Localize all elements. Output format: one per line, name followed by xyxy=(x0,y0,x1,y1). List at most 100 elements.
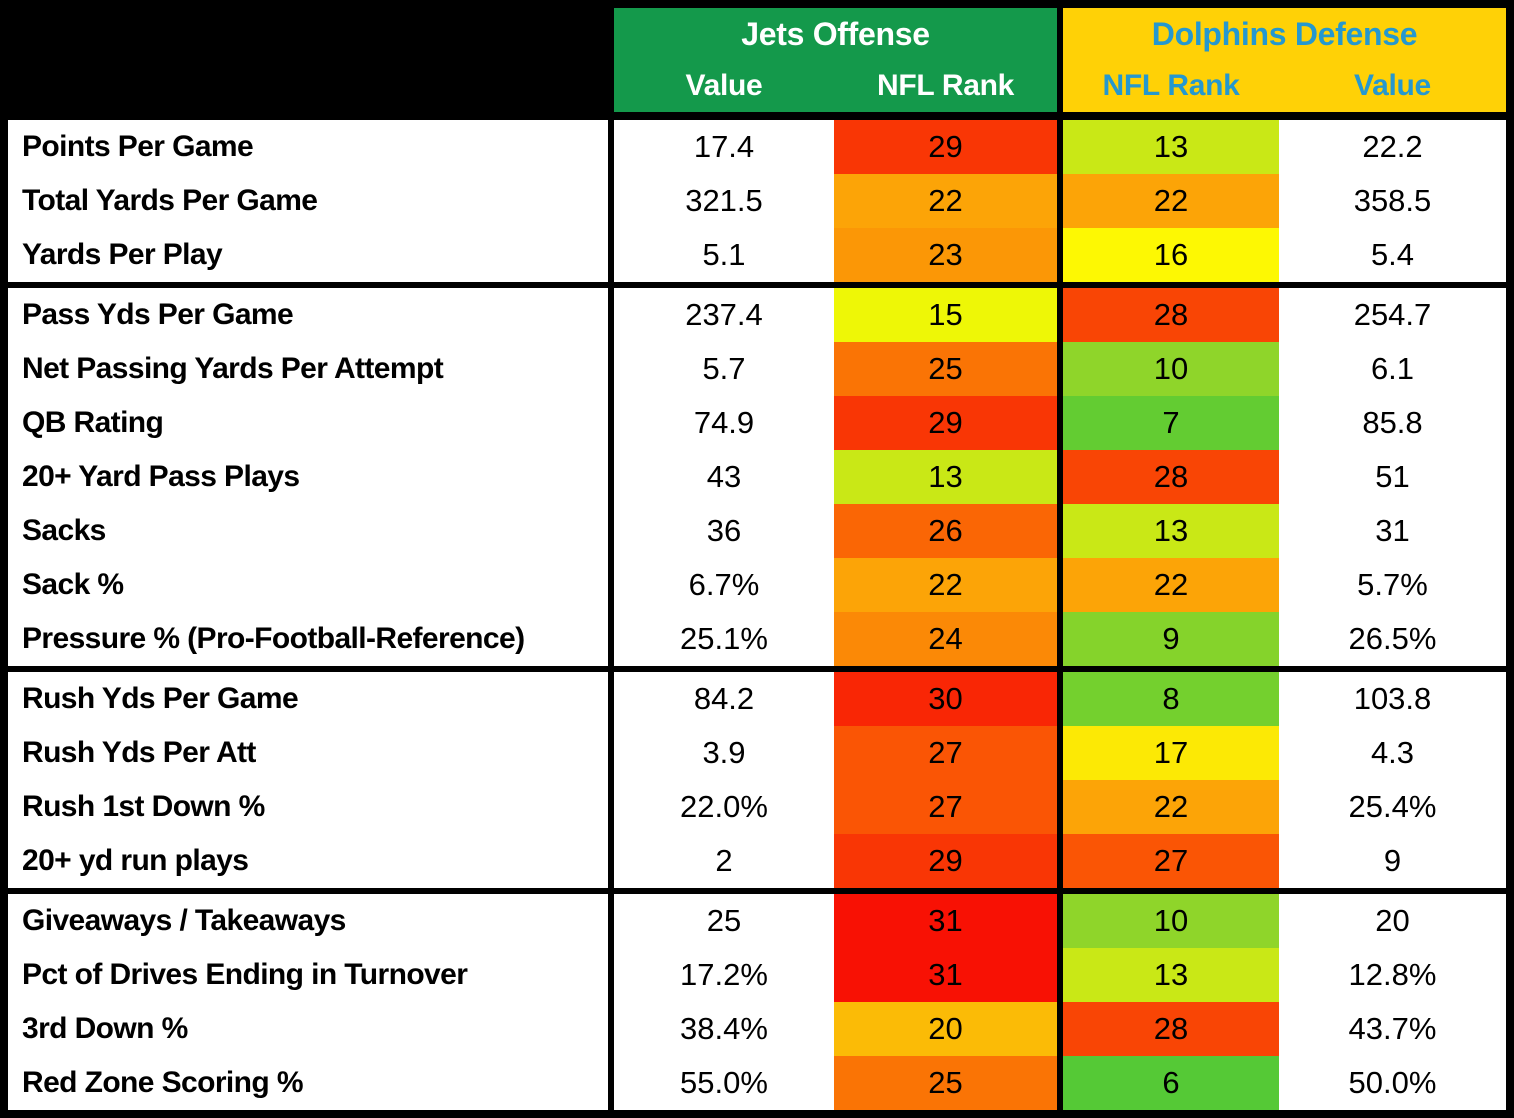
jets-value: 6.7% xyxy=(688,567,760,602)
stat-group: Points Per Game 17.4 29 13 22.2 Total Ya… xyxy=(8,120,1506,282)
column-divider xyxy=(608,120,614,174)
jets-value: 43 xyxy=(706,459,742,494)
column-divider xyxy=(608,894,614,948)
dolphins-subheader: NFL Rank Value xyxy=(1063,60,1506,112)
jets-value: 237.4 xyxy=(685,297,763,332)
stat-label: 20+ yd run plays xyxy=(22,844,249,877)
dolphins-value: 26.5% xyxy=(1348,621,1437,656)
stat-group: Rush Yds Per Game 84.2 30 8 103.8 Rush Y… xyxy=(8,672,1506,888)
dolphins-value: 22.2 xyxy=(1362,129,1423,164)
table-row: Total Yards Per Game 321.5 22 22 358.5 xyxy=(8,174,1506,228)
table-body: Points Per Game 17.4 29 13 22.2 Total Ya… xyxy=(8,120,1506,1110)
column-divider xyxy=(1057,612,1063,666)
table-row: 20+ yd run plays 2 29 27 9 xyxy=(8,834,1506,888)
table-row: QB Rating 74.9 29 7 85.8 xyxy=(8,396,1506,450)
jets-rank-column-header: NFL Rank xyxy=(876,69,1015,102)
dolphins-defense-header: Dolphins Defense NFL Rank Value xyxy=(1063,8,1506,112)
stat-label: 3rd Down % xyxy=(22,1012,188,1045)
stat-label: Giveaways / Takeaways xyxy=(22,904,346,937)
column-divider xyxy=(608,174,614,228)
column-divider xyxy=(1057,342,1063,396)
jets-value: 22.0% xyxy=(680,789,768,824)
column-divider xyxy=(608,396,614,450)
jets-value-column-header: Value xyxy=(685,69,763,102)
jets-rank: 31 xyxy=(834,894,1057,948)
table-row: Rush Yds Per Game 84.2 30 8 103.8 xyxy=(8,672,1506,726)
column-divider xyxy=(1057,228,1063,282)
jets-rank: 20 xyxy=(834,1002,1057,1056)
dolphins-value: 20 xyxy=(1375,903,1410,938)
stat-group: Pass Yds Per Game 237.4 15 28 254.7 Net … xyxy=(8,288,1506,666)
column-divider xyxy=(608,726,614,780)
column-divider xyxy=(1057,1002,1063,1056)
dolphins-rank: 22 xyxy=(1063,558,1279,612)
dolphins-rank: 22 xyxy=(1063,780,1279,834)
table-row: 3rd Down % 38.4% 20 28 43.7% xyxy=(8,1002,1506,1056)
stat-label: Red Zone Scoring % xyxy=(22,1066,304,1099)
jets-value: 17.4 xyxy=(693,129,755,164)
dolphins-value: 5.7% xyxy=(1357,567,1428,602)
dolphins-rank: 28 xyxy=(1063,288,1279,342)
table-row: Yards Per Play 5.1 23 16 5.4 xyxy=(8,228,1506,282)
table-row: Sack % 6.7% 22 22 5.7% xyxy=(8,558,1506,612)
jets-rank: 24 xyxy=(834,612,1057,666)
jets-offense-title: Jets Offense xyxy=(741,15,930,52)
stat-label: Points Per Game xyxy=(22,130,254,163)
stat-label: Sacks xyxy=(22,514,106,547)
jets-value: 5.1 xyxy=(702,237,746,272)
table-row: Rush Yds Per Att 3.9 27 17 4.3 xyxy=(8,726,1506,780)
dolphins-value: 85.8 xyxy=(1362,405,1423,440)
table-row: Giveaways / Takeaways 25 31 10 20 xyxy=(8,894,1506,948)
jets-value: 3.9 xyxy=(702,735,746,770)
column-divider xyxy=(608,1002,614,1056)
jets-subheader: Value NFL Rank xyxy=(614,60,1057,112)
dolphins-rank: 27 xyxy=(1063,834,1279,888)
jets-rank: 25 xyxy=(834,1056,1057,1110)
header-blank-block xyxy=(8,8,614,112)
jets-value: 36 xyxy=(706,513,742,548)
dolphins-value: 25.4% xyxy=(1348,789,1437,824)
column-divider xyxy=(1057,504,1063,558)
table-row: Rush 1st Down % 22.0% 27 22 25.4% xyxy=(8,780,1506,834)
jets-rank: 29 xyxy=(834,396,1057,450)
column-divider xyxy=(608,612,614,666)
stat-label: 20+ Yard Pass Plays xyxy=(22,460,300,493)
jets-rank: 23 xyxy=(834,228,1057,282)
dolphins-rank: 13 xyxy=(1063,948,1279,1002)
jets-rank: 27 xyxy=(834,780,1057,834)
dolphins-rank: 8 xyxy=(1063,672,1279,726)
table-row: Pass Yds Per Game 237.4 15 28 254.7 xyxy=(8,288,1506,342)
table-row: Red Zone Scoring % 55.0% 25 6 50.0% xyxy=(8,1056,1506,1110)
jets-rank: 25 xyxy=(834,342,1057,396)
stat-label: Rush Yds Per Att xyxy=(22,736,256,769)
jets-value: 55.0% xyxy=(680,1065,768,1100)
stat-label: Sack % xyxy=(22,568,124,601)
jets-rank: 27 xyxy=(834,726,1057,780)
column-divider xyxy=(608,1056,614,1110)
stat-label: Pressure % (Pro-Football-Reference) xyxy=(22,622,525,655)
jets-value: 2 xyxy=(715,843,733,878)
column-divider xyxy=(1057,396,1063,450)
stat-label: Yards Per Play xyxy=(22,238,223,271)
column-divider xyxy=(608,672,614,726)
jets-rank: 26 xyxy=(834,504,1057,558)
dolphins-value: 9 xyxy=(1383,843,1402,878)
table-row: Sacks 36 26 13 31 xyxy=(8,504,1506,558)
dolphins-rank: 28 xyxy=(1063,450,1279,504)
stat-label: Net Passing Yards Per Attempt xyxy=(22,352,444,385)
dolphins-rank: 13 xyxy=(1063,504,1279,558)
jets-value: 38.4% xyxy=(680,1011,768,1046)
dolphins-value: 31 xyxy=(1375,513,1410,548)
column-divider xyxy=(608,834,614,888)
header-divider xyxy=(1057,8,1063,112)
jets-rank: 30 xyxy=(834,672,1057,726)
column-divider xyxy=(608,948,614,1002)
column-divider xyxy=(608,780,614,834)
jets-offense-header: Jets Offense Value NFL Rank xyxy=(614,8,1057,112)
jets-rank: 29 xyxy=(834,834,1057,888)
jets-value: 74.9 xyxy=(693,405,755,440)
column-divider xyxy=(608,504,614,558)
stat-label: Rush Yds Per Game xyxy=(22,682,299,715)
jets-value: 5.7 xyxy=(702,351,746,386)
